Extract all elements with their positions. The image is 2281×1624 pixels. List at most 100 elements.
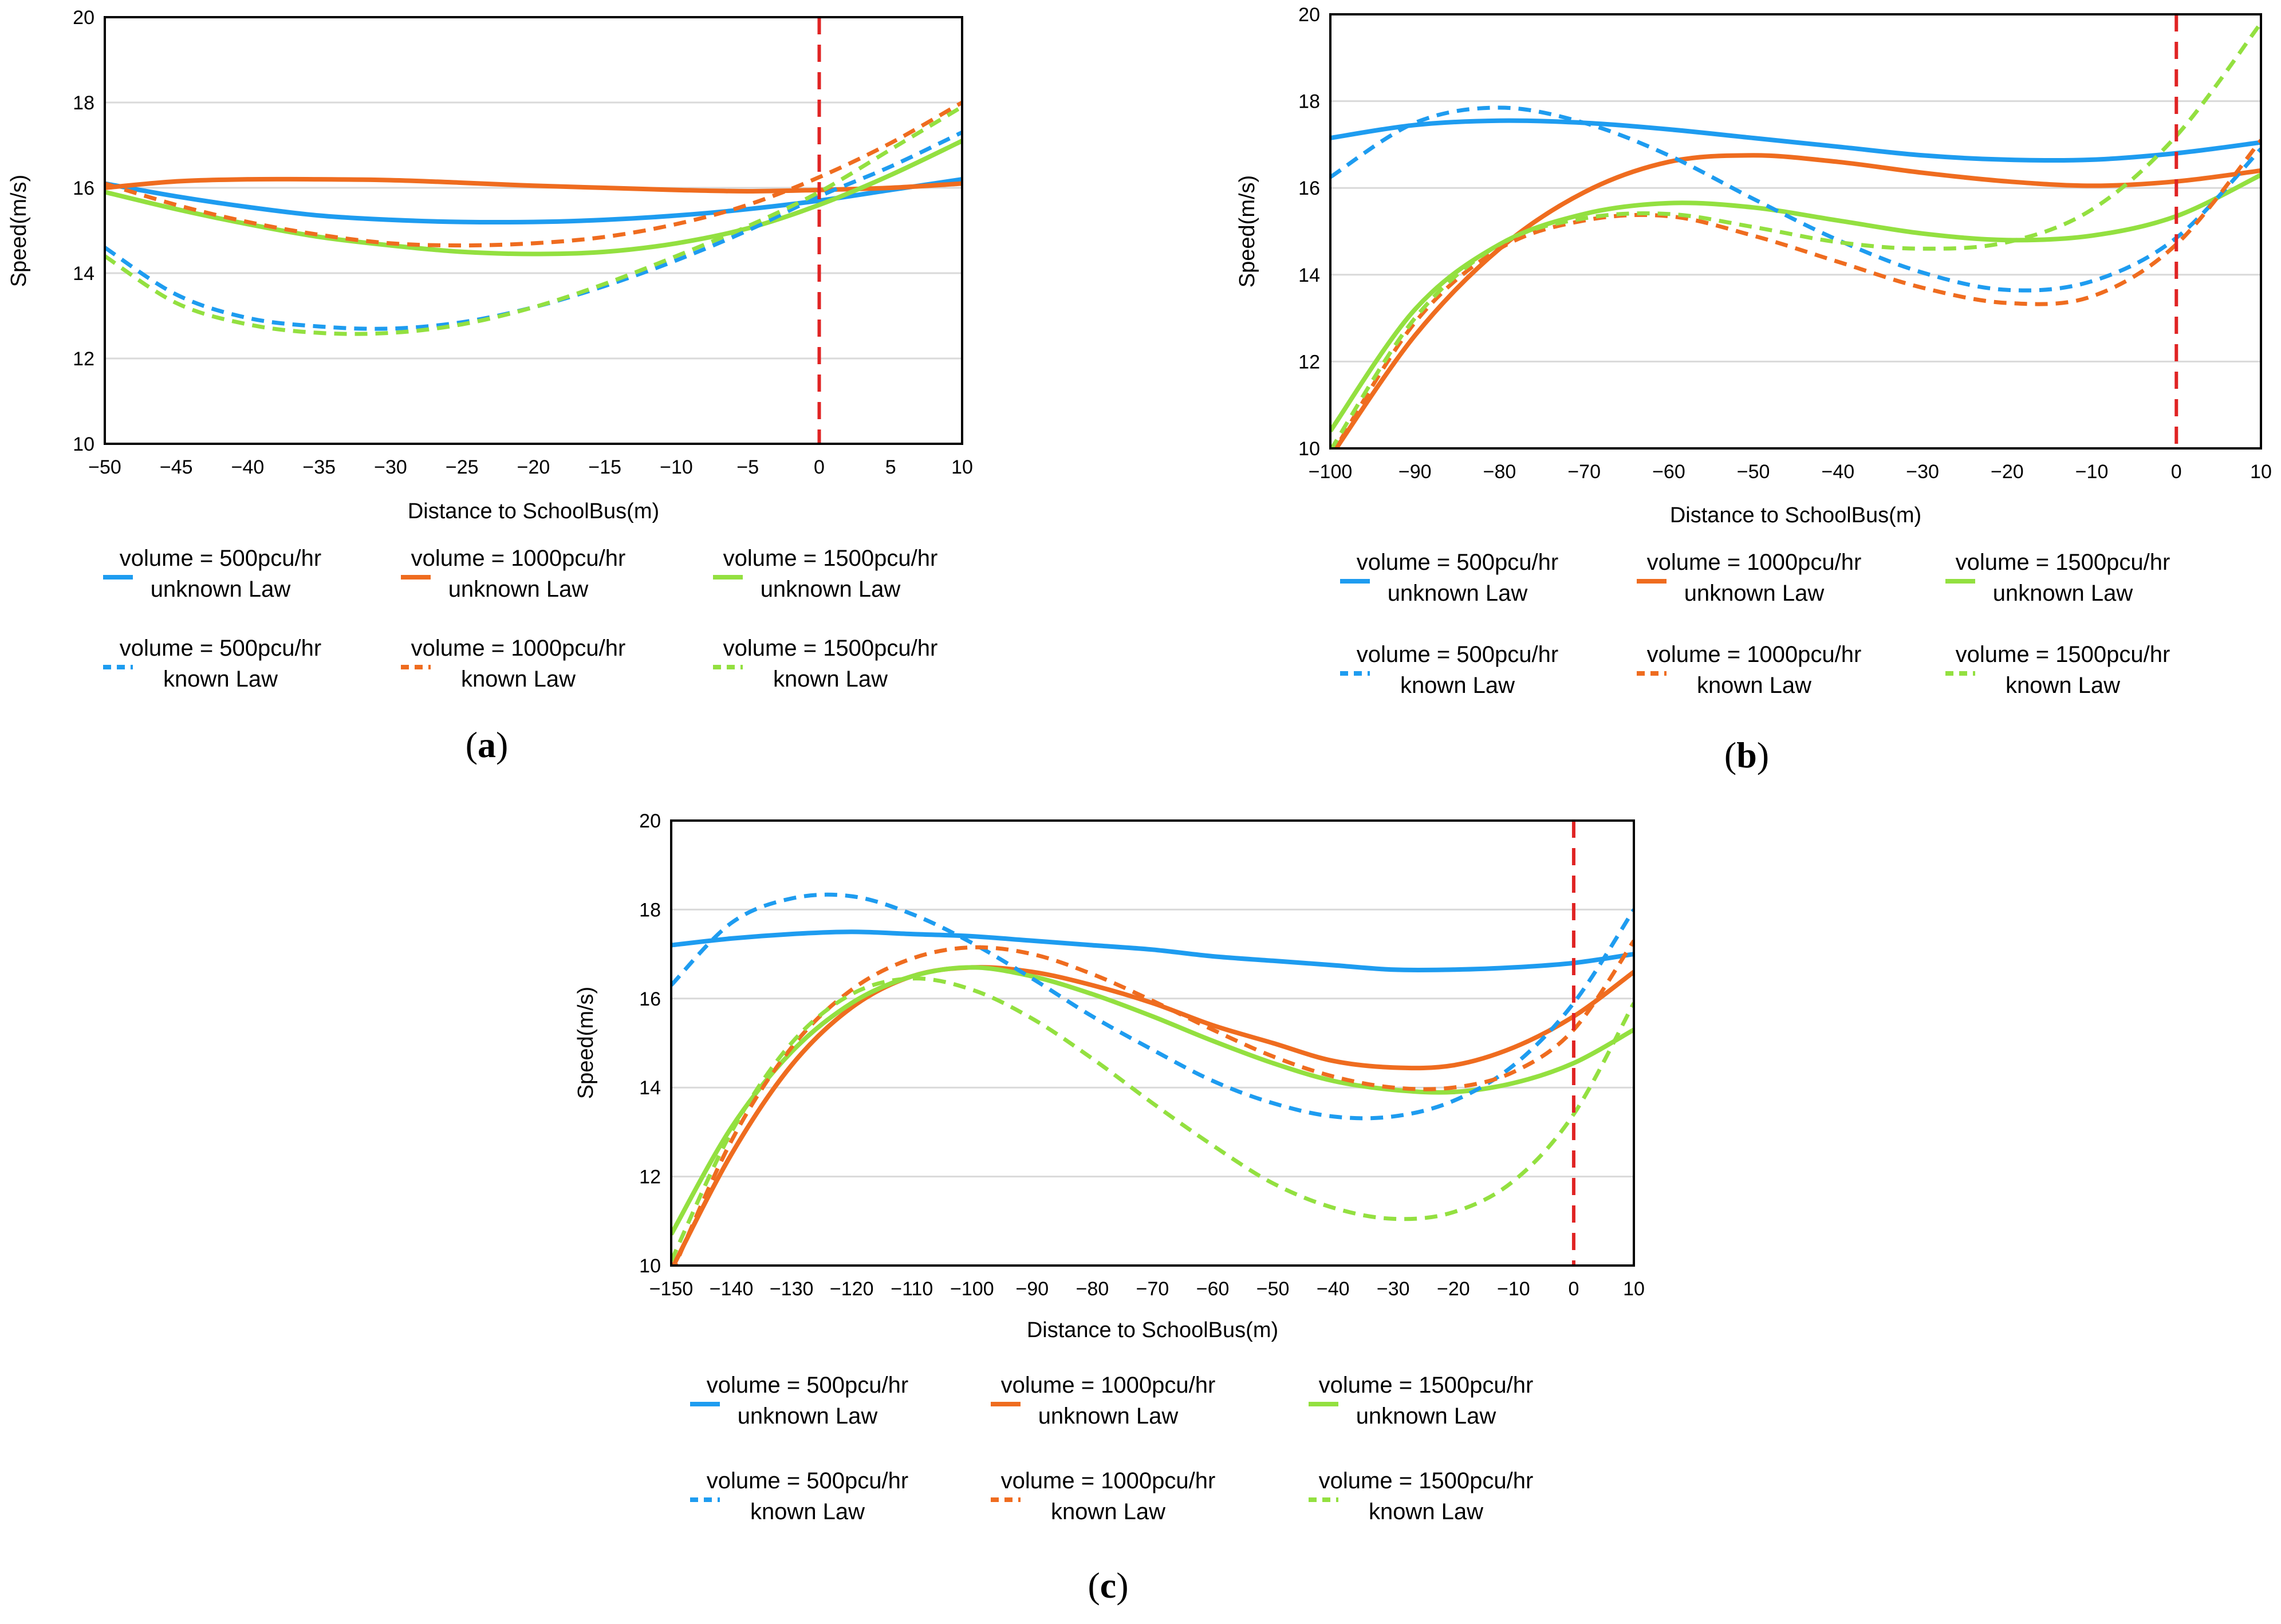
panel-label-close: ) — [1757, 735, 1769, 775]
x-tick-label: −150 — [649, 1278, 694, 1300]
legend: volume = 500pcu/hr unknown Law volume = 10… — [1340, 550, 2170, 698]
y-tick-label: 18 — [73, 92, 94, 114]
legend-label-line1: volume = 500pcu/hr — [707, 1468, 908, 1493]
legend-label-line1: volume = 1000pcu/hr — [1001, 1373, 1216, 1398]
x-tick-label: −110 — [891, 1278, 933, 1300]
y-tick-label: 10 — [639, 1255, 661, 1277]
x-tick-label: −30 — [1906, 461, 1939, 483]
series-line-1 — [1330, 118, 2261, 163]
series-line-4 — [105, 130, 962, 331]
x-tick-label: −5 — [736, 456, 759, 478]
legend-label-line2: known Law — [163, 667, 278, 692]
y-tick-label: 10 — [1298, 438, 1320, 460]
legend-label-line1: volume = 1000pcu/hr — [1647, 550, 1862, 575]
series-line-2 — [1333, 153, 2261, 448]
series-line-3 — [671, 965, 1634, 1236]
series-line-1 — [105, 177, 962, 225]
legend-label-line2: unknown Law — [1388, 581, 1528, 606]
x-tick-label: −30 — [374, 456, 407, 478]
legend-label-line1: volume = 1000pcu/hr — [1647, 642, 1862, 667]
x-tick-label: −20 — [1991, 461, 2024, 483]
legend-label-line1: volume = 500pcu/hr — [1357, 550, 1558, 575]
y-axis-title: Speed(m/s) — [1235, 175, 1259, 287]
plot-frame — [1329, 13, 2262, 450]
x-tick-label: −70 — [1567, 461, 1601, 483]
legend-label-line1: volume = 500pcu/hr — [120, 546, 321, 571]
legend-label-line1: volume = 1500pcu/hr — [723, 636, 938, 661]
legend-label-line1: volume = 1500pcu/hr — [723, 546, 938, 571]
panel-label-open: ( — [1724, 735, 1736, 775]
x-tick-label: −80 — [1483, 461, 1516, 483]
legend-label-line2: unknown Law — [151, 577, 291, 602]
legend-label-line1: volume = 1000pcu/hr — [411, 546, 626, 571]
panel-label-letter: b — [1736, 735, 1757, 775]
y-axis-title: Speed(m/s) — [7, 175, 31, 287]
legend-label-line1: volume = 500pcu/hr — [707, 1373, 908, 1398]
x-tick-label: −25 — [446, 456, 479, 478]
legend-label-line2: unknown Law — [1038, 1404, 1179, 1429]
x-tick-label: −40 — [231, 456, 265, 478]
y-tick-label: 20 — [1298, 4, 1320, 26]
y-axis-title: Speed(m/s) — [574, 987, 598, 1099]
x-tick-label: −45 — [160, 456, 193, 478]
series-line-4 — [671, 892, 1634, 1121]
series-line-6 — [671, 976, 1634, 1262]
panel-label-open: ( — [1088, 1565, 1100, 1606]
x-tick-label: 10 — [2250, 461, 2272, 483]
legend-label-line2: known Law — [1369, 1499, 1483, 1524]
x-tick-label: 5 — [885, 456, 896, 478]
series-line-2 — [671, 965, 1634, 1266]
legend-label-line2: unknown Law — [1356, 1404, 1496, 1429]
x-axis-title: Distance to SchoolBus(m) — [1027, 1318, 1278, 1342]
y-tick-label: 18 — [639, 899, 661, 921]
y-tick-label: 12 — [639, 1166, 661, 1188]
series-line-5 — [673, 939, 1634, 1266]
legend-label-line1: volume = 1500pcu/hr — [1956, 642, 2170, 667]
series-group — [1330, 22, 2261, 448]
panel-label-open: ( — [466, 724, 478, 765]
series-line-5 — [105, 100, 962, 248]
plot-frame — [104, 16, 963, 445]
x-tick-label: −130 — [770, 1278, 814, 1300]
panel-label-letter: c — [1100, 1565, 1116, 1606]
plot-frame — [670, 819, 1635, 1267]
legend-label-line1: volume = 1000pcu/hr — [411, 636, 626, 661]
y-tick-label: 18 — [1298, 91, 1320, 113]
series-line-1 — [671, 929, 1634, 973]
legend: volume = 500pcu/hr unknown Law volume = 10… — [690, 1373, 1533, 1524]
panel-label-close: ) — [1116, 1565, 1128, 1606]
legend-label-line1: volume = 1500pcu/hr — [1956, 550, 2170, 575]
x-tick-label: −90 — [1016, 1278, 1049, 1300]
x-tick-label: −15 — [588, 456, 621, 478]
legend-label-line1: volume = 1000pcu/hr — [1001, 1468, 1216, 1493]
x-tick-label: −10 — [2075, 461, 2109, 483]
legend: volume = 500pcu/hr unknown Law volume = 10… — [103, 546, 937, 692]
legend-label-line2: unknown Law — [738, 1404, 878, 1429]
panel-label-letter: a — [478, 724, 496, 765]
legend-label-line2: known Law — [773, 667, 888, 692]
legend-label-line2: unknown Law — [761, 577, 901, 602]
panel-label: (c) — [1088, 1565, 1128, 1606]
y-tick-label: 12 — [73, 348, 94, 370]
legend-label-line2: known Law — [1697, 673, 1811, 698]
legend-label-line1: volume = 1500pcu/hr — [1319, 1468, 1534, 1493]
legend-label-line2: unknown Law — [1684, 581, 1825, 606]
x-tick-label: 10 — [951, 456, 973, 478]
legend-label-line2: known Law — [461, 667, 576, 692]
x-tick-label: −10 — [660, 456, 693, 478]
y-tick-label: 14 — [73, 263, 94, 285]
x-tick-label: −120 — [830, 1278, 874, 1300]
legend-label-line2: unknown Law — [1993, 581, 2133, 606]
x-tick-label: −60 — [1652, 461, 1685, 483]
x-tick-label: −50 — [1256, 1278, 1290, 1300]
legend-label-line1: volume = 500pcu/hr — [1357, 642, 1558, 667]
legend-label-line2: known Law — [1051, 1499, 1165, 1524]
y-tick-label: 10 — [73, 433, 94, 455]
y-tick-label: 14 — [639, 1077, 661, 1099]
series-line-3 — [1330, 172, 2261, 432]
x-axis-title: Distance to SchoolBus(m) — [1670, 503, 1921, 527]
series-line-3 — [105, 139, 962, 257]
